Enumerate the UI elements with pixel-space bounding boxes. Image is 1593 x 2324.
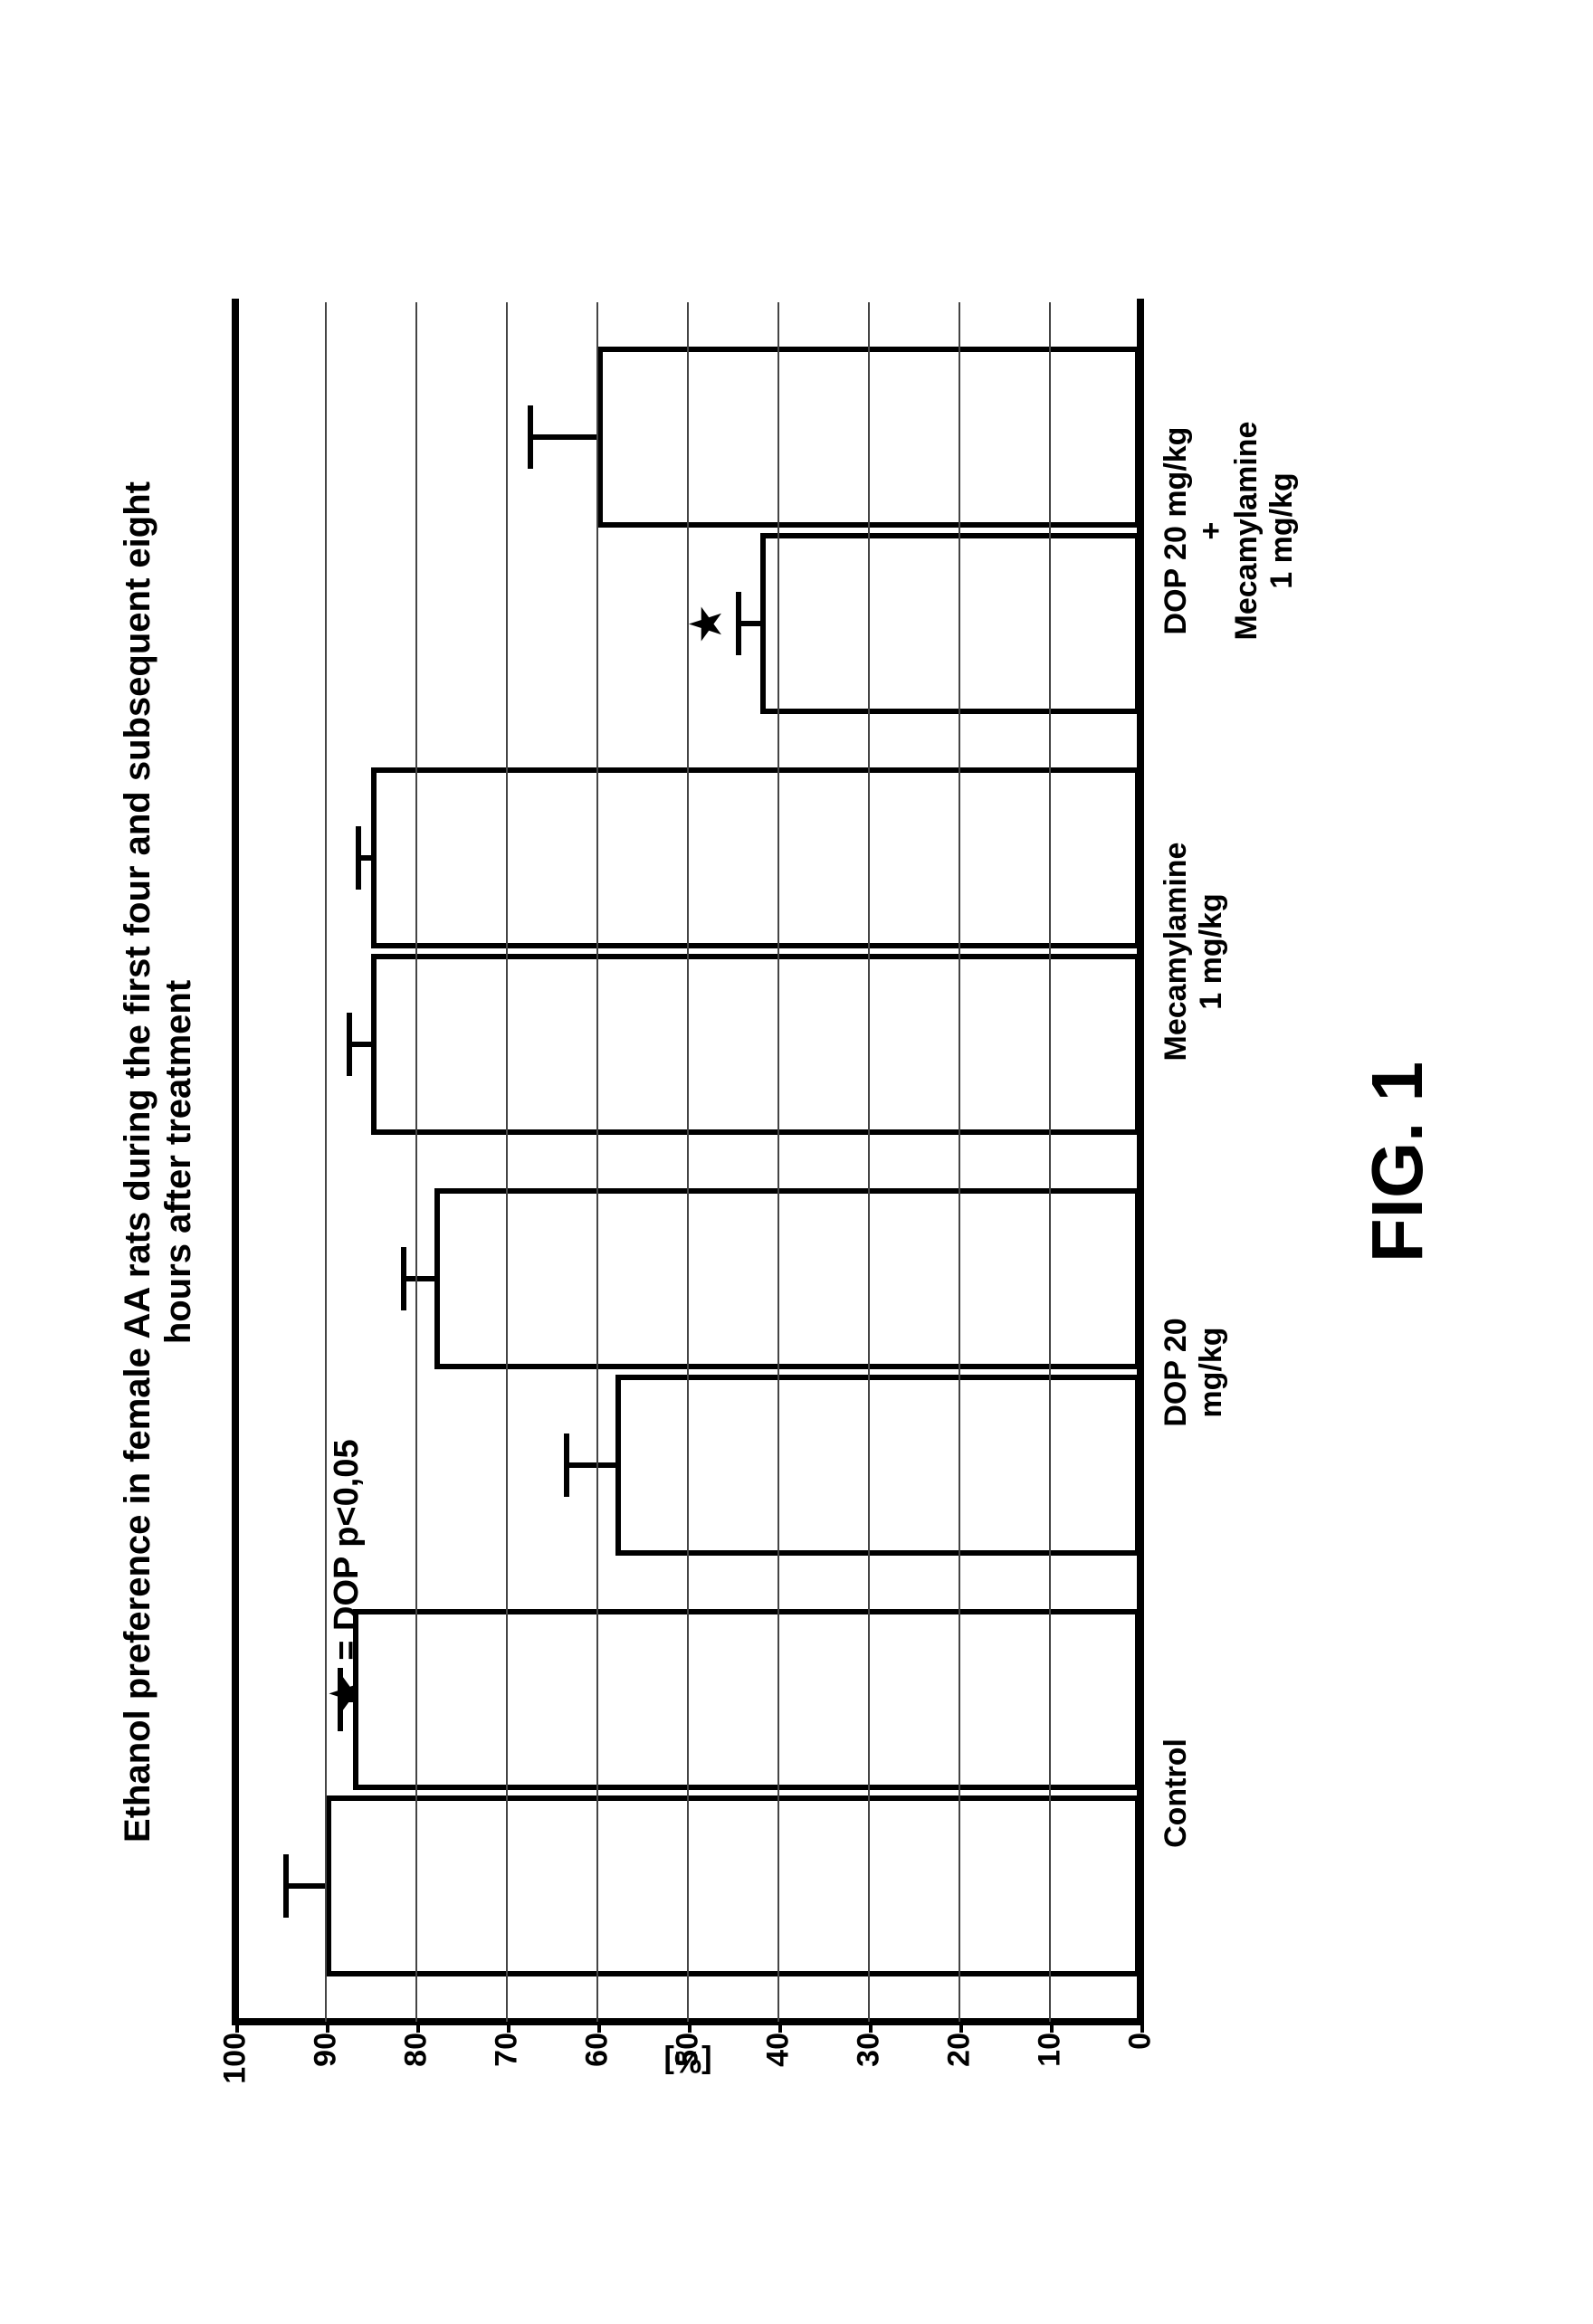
- y-tick-label: 100: [218, 2033, 253, 2105]
- bar-group: DOP 20 mg/kg: [434, 1189, 1140, 1557]
- error-bar: [349, 1043, 377, 1048]
- y-tick-label: 90: [309, 2033, 344, 2105]
- y-tick-mark: [869, 2022, 873, 2033]
- y-tick-label: 40: [761, 2033, 796, 2105]
- error-cap: [283, 1855, 289, 1919]
- gridline: [777, 302, 779, 2022]
- group-label: Control: [1159, 1738, 1194, 1848]
- error-cap: [528, 406, 533, 470]
- y-tick-mark: [507, 2022, 510, 2033]
- y-tick-mark: [778, 2022, 782, 2033]
- y-tick-mark: [688, 2022, 692, 2033]
- y-tick-label: 0: [1123, 2033, 1159, 2105]
- gridline: [1049, 302, 1051, 2022]
- y-tick-mark: [235, 2022, 239, 2033]
- gridline: [415, 302, 417, 2022]
- bar: [371, 955, 1140, 1136]
- y-tick-mark: [597, 2022, 601, 2033]
- error-cap: [347, 1014, 352, 1077]
- y-tick-label: 10: [1033, 2033, 1068, 2105]
- gridline: [596, 302, 598, 2022]
- plot-area: [%] ★ = DOP p<0,05 ControlDOP 20 mg/kgMe…: [235, 302, 1140, 2022]
- error-cap: [356, 827, 361, 891]
- gridline: [959, 302, 960, 2022]
- error-cap: [736, 593, 741, 656]
- page: Ethanol preference in female AA rats dur…: [0, 0, 1593, 2324]
- error-cap: [401, 1248, 406, 1311]
- error-cap: [564, 1434, 569, 1498]
- gridline: [506, 302, 508, 2022]
- chart-title: Ethanol preference in female AA rats dur…: [118, 167, 199, 2157]
- group-label: DOP 20 mg/kg: [1159, 1281, 1229, 1464]
- y-tick-label: 60: [580, 2033, 615, 2105]
- significance-star-icon: ★: [683, 606, 730, 642]
- error-bar: [340, 1698, 358, 1703]
- y-tick-mark: [326, 2022, 329, 2033]
- error-bar: [404, 1277, 440, 1282]
- chart-container: Ethanol preference in female AA rats dur…: [118, 167, 1475, 2157]
- gridline: [687, 302, 689, 2022]
- y-tick-label: 20: [942, 2033, 978, 2105]
- bar: [326, 1796, 1140, 1977]
- error-bar: [567, 1463, 621, 1469]
- y-tick-mark: [416, 2022, 420, 2033]
- y-tick-label: 50: [671, 2033, 706, 2105]
- error-bar: [530, 435, 603, 441]
- y-tick-mark: [1050, 2022, 1054, 2033]
- gridline: [868, 302, 870, 2022]
- bar-group: Mecamylamine 1 mg/kg: [371, 768, 1140, 1136]
- figure-label: FIG. 1: [1356, 167, 1439, 2157]
- group-label: Mecamylamine 1 mg/kg: [1159, 843, 1229, 1062]
- error-cap: [338, 1669, 343, 1732]
- bar-group: Control: [326, 1610, 1140, 1977]
- error-bar: [739, 622, 766, 627]
- y-tick-mark: [959, 2022, 963, 2033]
- group-label: DOP 20 mg/kg + Mecamylamine 1 mg/kg: [1159, 422, 1300, 641]
- bar: ★: [760, 534, 1140, 715]
- y-tick-mark: [1140, 2022, 1144, 2033]
- y-tick-label: 70: [490, 2033, 525, 2105]
- bar: [434, 1189, 1140, 1370]
- bar: [353, 1610, 1140, 1791]
- gridline: [325, 302, 327, 2022]
- y-tick-label: 30: [852, 2033, 887, 2105]
- bar: [371, 768, 1140, 949]
- error-bar: [358, 856, 377, 862]
- y-tick-label: 80: [399, 2033, 434, 2105]
- bar: [615, 1376, 1140, 1557]
